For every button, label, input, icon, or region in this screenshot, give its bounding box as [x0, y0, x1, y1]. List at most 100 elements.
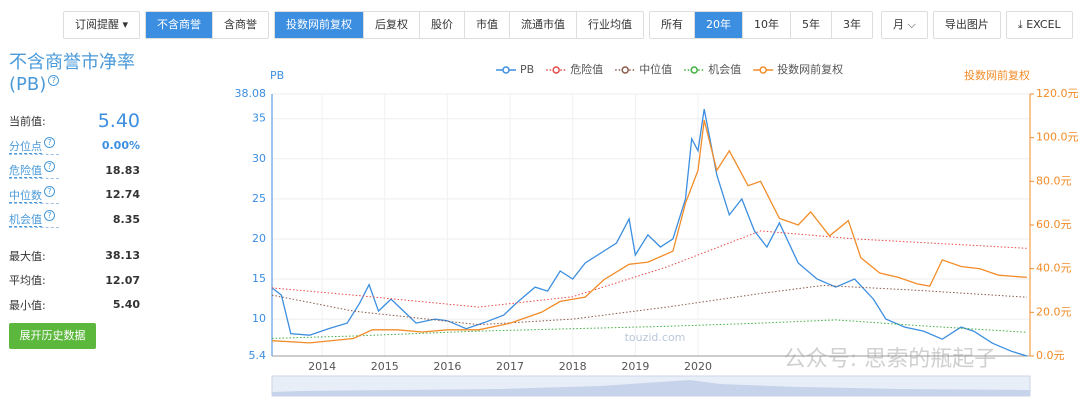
toolbar-button[interactable]: 10年	[742, 12, 790, 38]
legend-dot	[690, 66, 698, 74]
stat-value: 12.74	[105, 188, 140, 202]
series-line	[271, 108, 1028, 357]
stat-row: 中位数? 12.74	[9, 183, 140, 208]
x-tick-label: 2019	[621, 360, 649, 373]
help-icon[interactable]: ?	[44, 136, 55, 148]
y-tick-label: 30	[252, 152, 266, 165]
y-tick-label: 10	[252, 312, 266, 325]
legend-dot	[552, 66, 560, 74]
toolbar-button[interactable]: 投数网前复权	[275, 12, 364, 38]
legend-label: 危险值	[570, 62, 603, 76]
x-tick-label: 2020	[684, 360, 712, 373]
stat-label: 机会值	[9, 213, 42, 228]
stat-value: 12.07	[105, 273, 140, 287]
toolbar-button[interactable]: 后复权	[363, 12, 419, 38]
toolbar-button[interactable]: 20年	[694, 12, 743, 38]
stat-label: 危险值	[9, 164, 42, 179]
y2-axis-label: 投数网前复权	[964, 68, 1030, 82]
toolbar-button[interactable]: 不含商誉	[146, 12, 213, 38]
button-group: ⤓ EXCEL	[1005, 11, 1073, 39]
stats: 分位点? 0.00% 危险值? 18.83 中位数? 12.74 机会值? 8.35	[9, 134, 149, 232]
y-tick-label: 35	[252, 112, 266, 125]
stat-label-wrap: 机会值?	[9, 210, 59, 229]
help-icon[interactable]: ?	[44, 185, 55, 197]
stat-row: 最大值: 38.13	[9, 244, 140, 269]
stat-label: 最大值:	[9, 249, 46, 263]
y2-tick-label: 80.0元	[1036, 174, 1072, 187]
help-icon[interactable]: ?	[48, 75, 60, 86]
help-icon[interactable]: ?	[44, 161, 55, 173]
watermark: 公众号: 思索的瓶起子	[784, 347, 996, 372]
history-button[interactable]: 展开历史数据	[9, 323, 96, 349]
y-tick-label: 20	[252, 232, 266, 245]
help-icon[interactable]: ?	[44, 210, 55, 222]
y2-tick-label: 100.0元	[1036, 131, 1079, 144]
button-group: 月 ⌵	[881, 11, 928, 39]
panel-title: 不含商誉市净率(PB)?	[9, 48, 149, 95]
y-axis-label: PB	[270, 69, 284, 82]
legend-label: 中位值	[639, 62, 672, 76]
stat-row: 最小值: 5.40	[9, 293, 140, 318]
series-line	[271, 120, 1027, 344]
stat-value: 0.00%	[101, 139, 140, 153]
series-line	[271, 319, 1027, 339]
toolbar-button[interactable]: 含商誉	[212, 12, 268, 38]
x-tick-label: 2014	[308, 360, 336, 373]
x-tick-label: 2017	[496, 360, 524, 373]
y2-tick-label: 0.0元	[1036, 349, 1065, 362]
toolbar-button[interactable]: ⤓ EXCEL	[1017, 18, 1061, 31]
stat-label: 当前值:	[9, 115, 46, 129]
y-tick-label: 15	[252, 272, 266, 285]
stat-label: 平均值:	[9, 274, 46, 288]
y-tick-label: 5.4	[249, 349, 267, 362]
stat-label: 分位点	[9, 139, 42, 154]
toolbar-button[interactable]: 所有	[661, 18, 684, 31]
stat-label: 最小值:	[9, 298, 46, 312]
stat-value: 8.35	[112, 212, 140, 226]
stat-row: 机会值? 8.35	[9, 207, 140, 232]
stat-value: 38.13	[105, 249, 140, 263]
stat-label-wrap: 危险值?	[9, 161, 59, 180]
toolbar-button[interactable]: 导出图片	[944, 18, 989, 31]
stat-value: 5.40	[112, 298, 140, 312]
y-tick-label: 25	[252, 192, 266, 205]
toolbar-button[interactable]: 订阅提醒 ▾	[75, 18, 129, 31]
stat-value: 5.40	[97, 110, 140, 133]
x-tick-label: 2018	[559, 360, 587, 373]
y2-tick-label: 120.0元	[1036, 87, 1079, 100]
toolbar-button[interactable]: 股价	[419, 12, 464, 38]
title-text: 不含商誉市净率(PB)	[9, 52, 135, 95]
y2-tick-label: 20.0元	[1036, 305, 1072, 318]
y-tick-label: 38.08	[235, 87, 267, 100]
stat-row: 平均值: 12.07	[9, 268, 140, 293]
series-line	[271, 230, 1027, 308]
legend-dot	[502, 66, 510, 74]
toolbar-button[interactable]: 行业均值	[576, 12, 643, 38]
button-group: 导出图片	[932, 11, 1001, 39]
toolbar: 订阅提醒 ▾ 不含商誉 含商誉 投数网前复权 后复权 股价 市值 流通市值 行业均值 所有 20年 1…	[63, 11, 1073, 39]
legend-label: 机会值	[708, 62, 741, 76]
stat-label-wrap: 中位数?	[9, 185, 59, 204]
stat-label-wrap: 分位点?	[9, 136, 59, 155]
legend-dot	[759, 66, 767, 74]
x-tick-label: 2015	[371, 360, 399, 373]
stat-row: 分位点? 0.00%	[9, 134, 140, 159]
button-group: 不含商誉 含商誉	[145, 11, 270, 39]
toolbar-button[interactable]: 市值	[464, 12, 509, 38]
legend-label: 投数网前复权	[777, 62, 843, 76]
extremes: 最大值: 38.13 平均值: 12.07 最小值: 5.40	[9, 244, 149, 318]
button-group: 订阅提醒 ▾	[63, 11, 141, 39]
stat-row: 危险值? 18.83	[9, 158, 140, 183]
toolbar-button[interactable]: 5年	[790, 12, 831, 38]
y2-tick-label: 40.0元	[1036, 262, 1072, 275]
legend-dot	[621, 66, 629, 74]
watermark: touzid.com	[625, 331, 686, 344]
x-tick-label: 2016	[433, 360, 461, 373]
toolbar-button[interactable]: 3年	[831, 12, 872, 38]
button-group: 所有 20年 10年 5年 3年	[649, 11, 874, 39]
stat-value: 18.83	[105, 163, 140, 177]
toolbar-button[interactable]: 月 ⌵	[893, 18, 916, 31]
toolbar-button[interactable]: 流通市值	[509, 12, 576, 38]
